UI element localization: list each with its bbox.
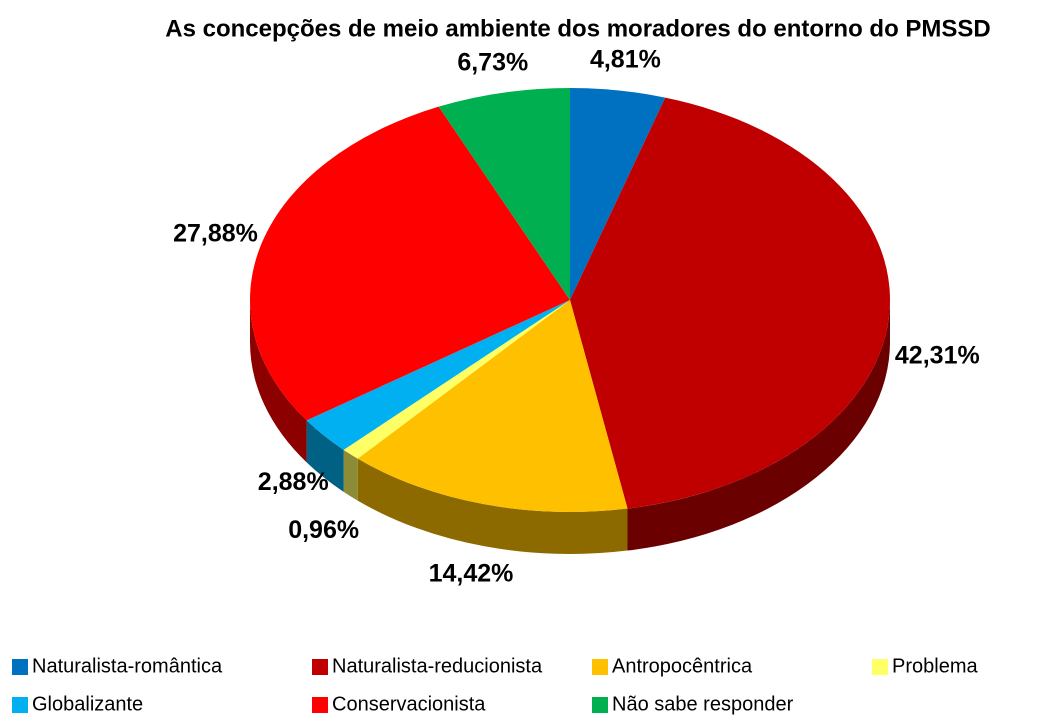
slice-side — [250, 300, 307, 463]
data-label: 42,31% — [895, 341, 980, 369]
legend-item: Problema — [872, 655, 978, 677]
legend-item: Não sabe responder — [592, 693, 794, 715]
data-label: 14,42% — [429, 559, 514, 587]
legend-label: Globalizante — [32, 693, 143, 715]
slice-side — [627, 300, 890, 551]
legend-swatch — [312, 697, 328, 713]
slice — [306, 300, 570, 450]
data-label: 4,81% — [590, 46, 661, 74]
slice — [357, 300, 628, 512]
legend-label: Antropocêntrica — [612, 655, 753, 677]
data-label: 2,88% — [258, 468, 329, 496]
legend-swatch — [872, 659, 888, 675]
legend-swatch — [12, 697, 28, 713]
legend-label: Problema — [892, 655, 978, 677]
slice — [343, 300, 570, 459]
legend-label: Naturalista-romântica — [32, 655, 223, 677]
legend-label: Não sabe responder — [612, 693, 794, 715]
data-label: 27,88% — [173, 220, 258, 248]
chart-title: As concepções de meio ambiente dos morad… — [165, 15, 991, 42]
legend-item: Globalizante — [12, 693, 143, 715]
legend-swatch — [312, 659, 328, 675]
legend-swatch — [592, 697, 608, 713]
slice — [438, 88, 570, 300]
slice — [570, 88, 666, 300]
legend-item: Antropocêntrica — [592, 655, 753, 677]
legend-swatch — [12, 659, 28, 675]
data-label: 0,96% — [288, 516, 359, 544]
slice-side — [343, 449, 358, 501]
data-label: 6,73% — [457, 48, 528, 76]
slice — [249, 106, 570, 421]
legend-item: Naturalista-romântica — [12, 655, 223, 677]
slice-side — [357, 458, 628, 555]
legend-swatch — [592, 659, 608, 675]
slice-side — [306, 420, 344, 492]
legend-item: Conservacionista — [312, 693, 486, 715]
legend-label: Conservacionista — [332, 693, 486, 715]
slice — [570, 97, 890, 509]
legend-label: Naturalista-reducionista — [332, 655, 543, 677]
legend-item: Naturalista-reducionista — [312, 655, 543, 677]
